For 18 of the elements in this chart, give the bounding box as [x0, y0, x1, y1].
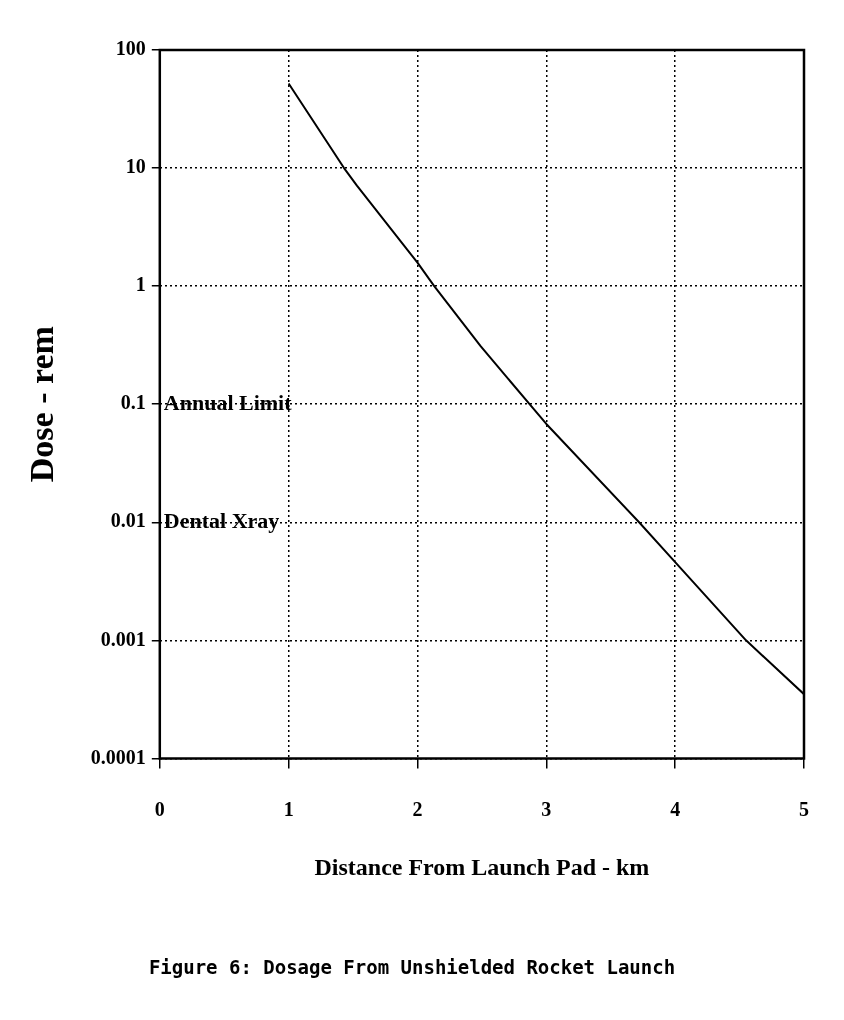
x-tick-label: 4: [670, 797, 681, 820]
x-tick-label: 0: [154, 797, 165, 820]
text: Figure 6: Dosage From Unshielded Rocket Launch: [148, 955, 676, 978]
x-tick-label: 3: [541, 797, 552, 820]
y-tick-label: 0.1: [120, 391, 146, 414]
y-tick-label: 100: [115, 37, 146, 60]
y-tick-label: 1: [135, 273, 146, 296]
x-tick-label: 2: [412, 797, 423, 820]
x-tick-label: 5: [799, 797, 809, 820]
y-axis-title: Dose - rem: [23, 326, 61, 483]
y-tick-label: 0.001: [100, 627, 146, 650]
x-tick-label: 1: [283, 797, 294, 820]
x-axis-title: Distance From Launch Pad - km: [314, 854, 650, 880]
y-tick-label: 0.01: [110, 509, 146, 532]
y-tick-label: 10: [125, 155, 146, 178]
annotation: Dental Xray: [163, 507, 280, 533]
annotation: Annual Limit: [163, 389, 293, 415]
y-tick-label: 0.0001: [90, 745, 146, 768]
